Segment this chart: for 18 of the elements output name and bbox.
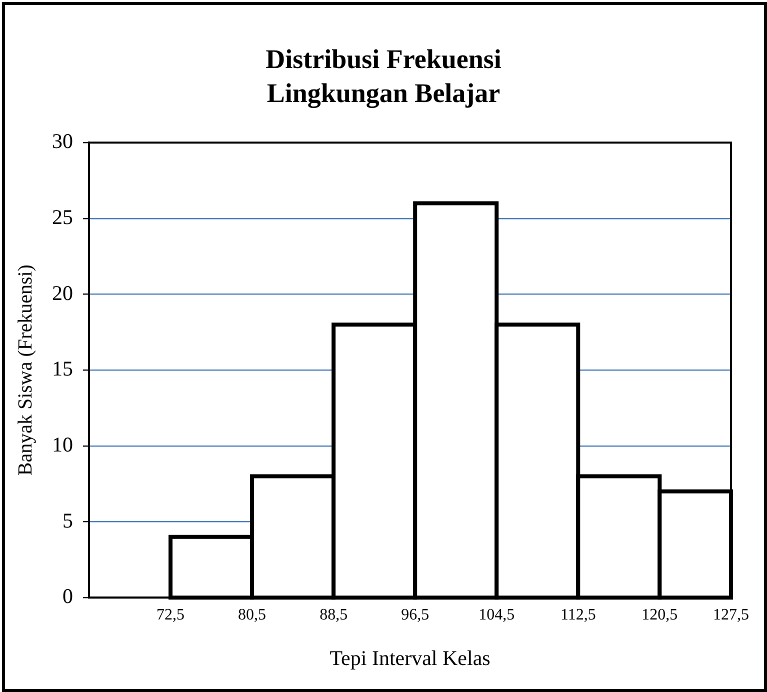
x-tick-label: 104,5 [478, 606, 515, 624]
x-tick-label: 80,5 [238, 606, 266, 624]
x-tick-label: 112,5 [560, 606, 596, 624]
y-tick-label: 20 [52, 280, 73, 305]
y-tick-label: 25 [52, 204, 73, 229]
x-axis-title: Tepi Interval Kelas [330, 646, 490, 670]
y-tick-label: 10 [52, 432, 73, 456]
y-tick-label: 5 [62, 508, 73, 532]
y-tick-label: 15 [52, 356, 73, 381]
y-axis-title: Banyak Siswa (Frekuensi) [14, 264, 36, 476]
x-tick-label: 88,5 [320, 606, 348, 624]
x-tick-label: 96,5 [401, 606, 430, 624]
y-tick-label: 0 [62, 584, 73, 608]
x-tick-label: 72,5 [156, 606, 185, 624]
y-tick-label: 30 [52, 129, 73, 154]
x-tick-label: 120,5 [642, 606, 678, 624]
chart-title: Distribusi Frekuensi Lingkungan Belajar [264, 43, 502, 110]
x-tick-label: 127,5 [713, 606, 749, 624]
